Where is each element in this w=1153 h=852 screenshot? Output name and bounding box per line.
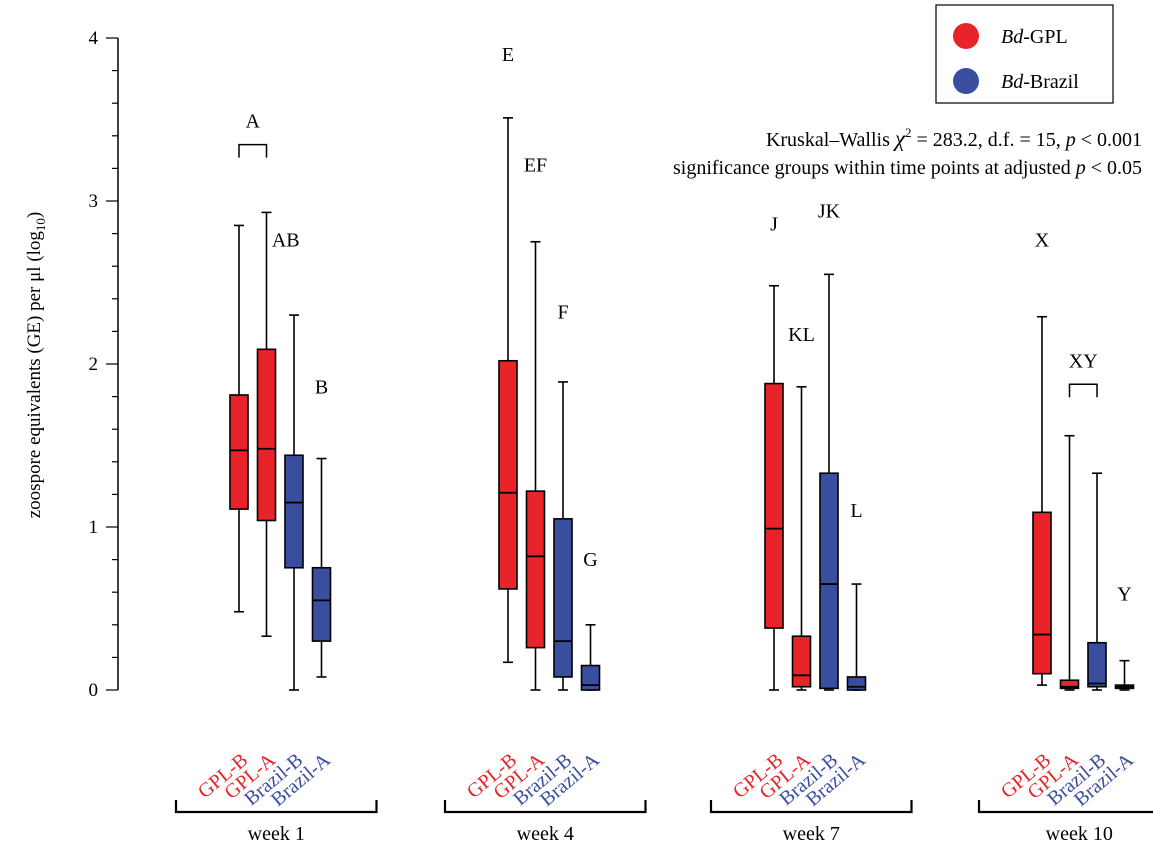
iqr-box (791, 635, 812, 688)
week-bracket (443, 800, 647, 814)
iqr-box (553, 518, 573, 678)
week-bracket (174, 800, 378, 814)
y-tick-label: 1 (89, 517, 99, 538)
legend: Bd-GPL Bd-Brazil (935, 4, 1114, 104)
box-brazil-a (1114, 659, 1135, 691)
y-tick-label: 2 (89, 354, 99, 375)
iqr-box (525, 490, 546, 649)
iqr-box (580, 664, 601, 691)
week-label: week 1 (248, 823, 305, 845)
iqr-box (846, 676, 867, 691)
significance-letter: B (315, 376, 328, 398)
iqr-box (498, 359, 518, 590)
week-bracket (977, 800, 1153, 814)
box-brazil-a (580, 623, 601, 691)
significance-letter: L (850, 500, 862, 522)
box-brazil-b (1087, 472, 1107, 691)
box-brazil-a (311, 457, 332, 678)
box-brazil-b (284, 314, 304, 691)
week-label: week 10 (1046, 823, 1113, 845)
stats-annotation-line2: significance groups within time points a… (673, 157, 1142, 179)
significance-letter: AB (272, 230, 300, 252)
stats-annotation-line1: Kruskal–Wallis χ2 = 283.2, d.f. = 15, p … (766, 125, 1142, 151)
box-gpl-b (1032, 315, 1052, 686)
box-brazil-b (553, 381, 573, 691)
y-tick-label: 3 (89, 191, 99, 212)
box-gpl-b (229, 224, 249, 613)
significance-letter: JK (818, 200, 841, 222)
significance-letter: EF (524, 155, 547, 177)
significance-bracket (1068, 383, 1098, 398)
box-gpl-a (525, 240, 546, 691)
legend-swatch (953, 68, 979, 94)
significance-letter: X (1035, 230, 1050, 252)
iqr-box (256, 348, 277, 522)
iqr-box (1059, 679, 1080, 690)
significance-letter: J (770, 213, 778, 235)
week-bracket (709, 800, 913, 814)
iqr-box (311, 566, 332, 642)
significance-bracket (238, 143, 268, 158)
significance-letter: F (557, 301, 568, 323)
box-gpl-a (1059, 434, 1080, 691)
legend-label: Bd-GPL (1001, 26, 1068, 48)
box-gpl-a (791, 386, 812, 691)
y-axis-title: zoospore equivalents (GE) per μl (log10) (24, 212, 48, 519)
box-gpl-a (256, 211, 277, 638)
iqr-box (1032, 511, 1052, 675)
box-gpl-b (764, 284, 784, 691)
significance-letter: E (502, 44, 514, 66)
y-tick-label: 0 (89, 680, 99, 701)
significance-letter: G (583, 549, 597, 571)
significance-letter: A (246, 111, 261, 133)
box-brazil-b (819, 273, 839, 691)
legend-swatch (953, 23, 979, 49)
iqr-box (284, 454, 304, 569)
box-gpl-b (498, 117, 518, 664)
week-label: week 4 (517, 823, 574, 845)
significance-letter: Y (1117, 583, 1131, 605)
box-brazil-a (846, 583, 867, 691)
iqr-box (819, 472, 839, 690)
significance-letter: KL (788, 324, 815, 346)
iqr-box (229, 394, 249, 510)
iqr-box (764, 382, 784, 629)
iqr-box (1087, 641, 1107, 688)
significance-letter: XY (1069, 350, 1098, 372)
legend-label: Bd-Brazil (1001, 71, 1079, 93)
week-label: week 7 (783, 823, 840, 845)
y-tick-label: 4 (89, 28, 99, 49)
